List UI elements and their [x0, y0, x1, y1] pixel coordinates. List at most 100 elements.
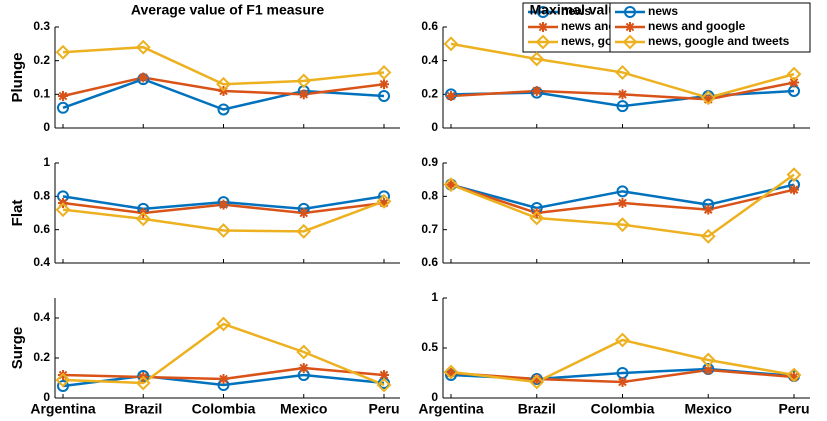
chart-title: Average value of F1 measure	[131, 2, 324, 18]
x-tick-label: Peru	[778, 401, 809, 417]
marker-asterisk	[531, 85, 542, 96]
marker-asterisk	[617, 89, 628, 100]
legend-marker	[538, 22, 548, 32]
marker-circle	[217, 103, 230, 116]
y-tick-label: 0	[43, 120, 50, 134]
marker-diamond	[135, 39, 151, 55]
legend-marker	[624, 6, 636, 18]
marker-diamond	[296, 73, 312, 89]
marker-diamond	[55, 44, 71, 60]
marker-diamond	[216, 76, 231, 92]
y-tick-label: 0.4	[33, 310, 50, 324]
x-tick-label: Mexico	[685, 401, 732, 417]
marker-diamond	[615, 332, 630, 348]
y-tick-label: 0.3	[33, 19, 50, 33]
marker-asterisk	[379, 370, 389, 380]
x-tick-label: Argentina	[30, 401, 96, 417]
marker-asterisk	[218, 374, 229, 384]
y-tick-label: 0.9	[421, 155, 438, 169]
x-tick-label: Peru	[368, 401, 399, 417]
marker-diamond	[443, 177, 459, 193]
marker-asterisk	[138, 72, 149, 83]
marker-asterisk	[703, 365, 714, 375]
series-line	[450, 42, 795, 99]
marker-diamond	[376, 377, 392, 393]
series-line	[62, 77, 385, 111]
marker-asterisk	[789, 77, 799, 88]
x-tick-label: Brazil	[518, 401, 556, 417]
series-line	[62, 200, 385, 233]
marker-circle	[57, 101, 69, 114]
x-tick-label: Mexico	[280, 401, 327, 417]
marker-diamond	[529, 51, 545, 67]
y-tick-label: 0.2	[421, 87, 438, 101]
y-tick-label: 0.8	[33, 189, 50, 203]
x-tick-label: Colombia	[192, 401, 256, 417]
y-tick-label: 1	[43, 155, 50, 169]
marker-asterisk	[298, 89, 309, 100]
marker-diamond	[296, 344, 312, 360]
marker-asterisk	[298, 363, 309, 373]
y-tick-label: 0.4	[421, 53, 438, 67]
series-line	[450, 173, 795, 238]
marker-diamond	[700, 352, 716, 368]
marker-diamond	[216, 316, 231, 332]
marker-asterisk	[531, 374, 542, 384]
marker-circle	[616, 100, 629, 113]
marker-circle	[57, 380, 69, 392]
y-tick-label: 0.6	[33, 222, 50, 236]
y-tick-label: 0.2	[33, 53, 50, 67]
y-tick-label: 0.6	[421, 19, 438, 33]
marker-asterisk	[446, 91, 456, 102]
y-tick-label: 0.4	[33, 255, 50, 269]
marker-diamond	[55, 372, 71, 388]
series-line	[62, 45, 385, 86]
marker-diamond	[786, 167, 802, 183]
legend-label: news, google and tweets	[648, 34, 790, 48]
marker-diamond	[786, 66, 802, 82]
marker-circle	[616, 185, 629, 198]
legend-label: news and google	[648, 19, 746, 33]
legend-marker	[535, 34, 551, 50]
y-axis-label: Plunge	[9, 52, 26, 102]
marker-diamond	[376, 193, 392, 209]
legend-label: news	[561, 4, 591, 18]
y-tick-label: 0.5	[421, 340, 438, 354]
y-tick-label: 0.6	[421, 255, 438, 269]
marker-diamond	[135, 375, 151, 391]
marker-diamond	[135, 211, 151, 227]
marker-asterisk	[218, 199, 229, 210]
series-line	[62, 322, 385, 387]
marker-diamond	[529, 374, 545, 390]
marker-asterisk	[703, 204, 714, 215]
marker-diamond	[700, 90, 716, 106]
marker-diamond	[700, 228, 716, 244]
marker-circle	[378, 90, 390, 103]
x-tick-label: Brazil	[124, 401, 162, 417]
marker-diamond	[443, 36, 459, 52]
marker-asterisk	[298, 208, 309, 218]
marker-asterisk	[58, 91, 68, 102]
y-axis-label: Surge	[9, 327, 26, 370]
marker-asterisk	[789, 372, 799, 382]
marker-asterisk	[446, 179, 456, 190]
x-tick-label: Colombia	[591, 401, 655, 417]
marker-asterisk	[789, 184, 799, 195]
series-line	[450, 183, 795, 210]
y-tick-label: 0.8	[421, 189, 438, 203]
y-tick-label: 1	[431, 290, 438, 304]
marker-asterisk	[446, 368, 456, 378]
legend-marker	[625, 22, 635, 32]
marker-asterisk	[703, 94, 714, 105]
series-line	[450, 338, 795, 384]
legend-label: news	[648, 4, 678, 18]
legend-marker	[537, 6, 549, 18]
marker-asterisk	[617, 198, 628, 208]
series-line	[62, 373, 385, 388]
marker-diamond	[216, 223, 231, 238]
y-tick-label: 0	[431, 120, 438, 134]
y-axis-label: Flat	[9, 200, 26, 227]
marker-diamond	[615, 217, 630, 233]
marker-asterisk	[617, 377, 628, 387]
marker-diamond	[529, 210, 545, 226]
